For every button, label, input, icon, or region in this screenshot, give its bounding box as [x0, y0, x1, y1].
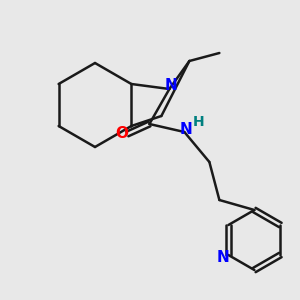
Text: N: N	[165, 79, 178, 94]
Text: N: N	[180, 122, 193, 137]
Text: N: N	[217, 250, 230, 265]
Text: O: O	[115, 127, 128, 142]
Text: H: H	[193, 115, 204, 129]
